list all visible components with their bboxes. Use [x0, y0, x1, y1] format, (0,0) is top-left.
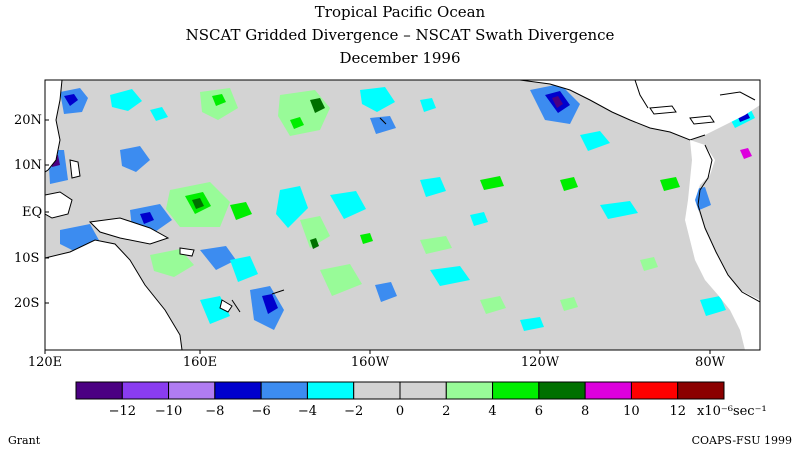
colorbar-swatch [538, 381, 586, 400]
lat-label-20n: 20N [14, 113, 42, 128]
colorbar [75, 381, 725, 400]
colorbar-swatch [445, 381, 494, 400]
colorbar-tick-label: 0 [396, 404, 404, 419]
colorbar-swatch [75, 381, 123, 400]
colorbar-tick-label: 2 [442, 404, 450, 419]
footer-credit: COAPS-FSU 1999 [691, 434, 792, 447]
colorbar-tick-label: −4 [298, 404, 317, 419]
longitude-labels: 120E 160E 160W 120W 80W [28, 355, 726, 370]
colorbar-swatch [168, 381, 216, 400]
colorbar-swatch [260, 381, 308, 400]
colorbar-swatch [492, 381, 540, 400]
land-masses [45, 80, 760, 350]
plot-frame [44, 79, 761, 351]
title-line-3: December 1996 [339, 49, 461, 67]
colorbar-tick-label: 4 [488, 404, 496, 419]
colorbar-tick-label: 6 [535, 404, 543, 419]
colorbar-tick-label: 12 [669, 404, 686, 419]
colorbar-tick-label: 10 [623, 404, 640, 419]
colorbar-units: x10⁻⁶sec⁻¹ [697, 404, 767, 419]
lon-label-80w: 80W [695, 355, 726, 370]
colorbar-swatch [353, 381, 401, 400]
footer-author: Grant [8, 434, 41, 447]
lat-label-10n: 10N [14, 158, 42, 173]
title-line-1: Tropical Pacific Ocean [314, 3, 486, 21]
colorbar-swatch [584, 381, 632, 400]
lat-label-20s: 20S [14, 296, 39, 311]
colorbar-tick-label: 8 [581, 404, 589, 419]
colorbar-labels: −12 −10 −8 −6 −4 −2 0 2 4 6 8 10 12 [109, 404, 686, 419]
colorbar-swatch [399, 381, 447, 400]
lat-label-eq: EQ [22, 205, 42, 220]
lon-label-160w: 160W [351, 355, 390, 370]
colorbar-swatch [214, 381, 262, 400]
axis-ticks [44, 119, 711, 354]
colorbar-tick-label: −12 [109, 404, 136, 419]
colorbar-tick-label: −8 [205, 404, 224, 419]
lon-label-120w: 120W [521, 355, 560, 370]
lat-label-10s: 10S [14, 251, 39, 266]
colorbar-swatch [306, 381, 355, 400]
colorbar-swatch [677, 381, 725, 400]
colorbar-tick-label: −2 [344, 404, 363, 419]
colorbar-tick-label: −10 [155, 404, 182, 419]
title-line-2: NSCAT Gridded Divergence – NSCAT Swath D… [185, 26, 615, 44]
coastlines [231, 80, 756, 313]
lon-label-120e: 120E [28, 355, 62, 370]
map-plot-area [45, 80, 760, 350]
colorbar-swatch [121, 381, 170, 400]
lon-label-160e: 160E [183, 355, 217, 370]
colorbar-swatch [630, 381, 679, 400]
latitude-labels: 20N 10N EQ 10S 20S [14, 113, 42, 311]
colorbar-tick-label: −6 [252, 404, 271, 419]
